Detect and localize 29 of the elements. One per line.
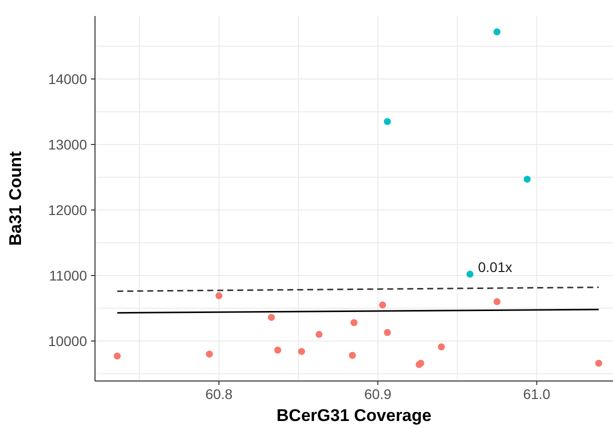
point — [384, 328, 391, 336]
x-axis-title: BCerG31 Coverage — [276, 406, 432, 425]
y-tick-label: 14000 — [48, 71, 88, 88]
x-tick-label: 60.9 — [364, 386, 392, 402]
point — [268, 314, 275, 321]
point — [595, 360, 602, 367]
y-tick-label: 10000 — [48, 332, 88, 349]
point — [379, 301, 386, 308]
point — [350, 319, 358, 326]
point — [316, 330, 323, 338]
point — [524, 176, 531, 183]
point — [494, 298, 501, 306]
x-tick-label: 61.0 — [523, 386, 551, 402]
point — [494, 28, 501, 36]
point — [114, 352, 121, 360]
point — [466, 270, 474, 278]
point — [215, 292, 222, 300]
point — [206, 350, 213, 358]
y-axis-title: Ba31 Count — [6, 150, 26, 246]
point — [298, 348, 306, 355]
point — [348, 352, 356, 359]
y-tick-label: 12000 — [48, 202, 88, 218]
annotation: 0.01x — [478, 259, 512, 276]
y-tick-label: 11000 — [49, 267, 88, 284]
point — [274, 346, 282, 354]
x-tick-label: 60.8 — [205, 386, 233, 402]
y-tick-label: 13000 — [48, 136, 88, 152]
point — [384, 118, 391, 126]
point — [438, 343, 445, 350]
